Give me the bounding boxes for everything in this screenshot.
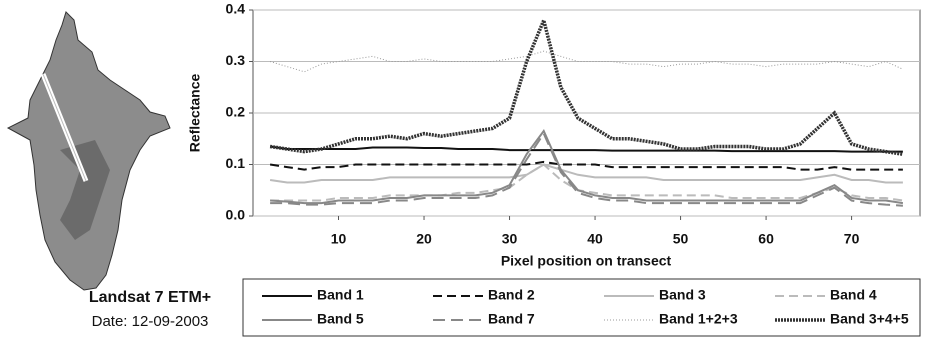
series-line [270, 20, 903, 154]
y-tick-label: 0.3 [226, 52, 246, 68]
y-tick-label: 0.2 [226, 104, 246, 120]
legend-label: Band 5 [317, 311, 364, 327]
y-tick-label: 0.4 [226, 1, 246, 17]
y-tick-label: 0.1 [226, 155, 246, 171]
legend-label: Band 3 [659, 287, 706, 303]
legend-label: Band 2 [488, 287, 535, 303]
legend-label: Band 1 [317, 287, 364, 303]
legend-label: Band 7 [488, 311, 535, 327]
x-axis-label: Pixel position on transect [501, 253, 672, 269]
series-line [270, 162, 903, 170]
x-tick-label: 60 [758, 231, 774, 247]
x-tick-label: 50 [673, 231, 689, 247]
series-line [270, 165, 903, 183]
series-line [270, 146, 903, 151]
x-tick-label: 10 [331, 231, 347, 247]
x-tick-label: 40 [587, 231, 603, 247]
x-tick-label: 70 [844, 231, 860, 247]
figure: Landsat 7 ETM+ Date: 12-09-2003 Reflecta… [0, 0, 929, 339]
y-axis-label: Reflectance [187, 73, 203, 152]
y-tick-label: 0.0 [226, 207, 246, 223]
caption-title: Landsat 7 ETM+ [89, 289, 211, 306]
legend-label: Band 1+2+3 [659, 311, 738, 327]
island-map [8, 12, 170, 290]
caption-date: Date: 12-09-2003 [92, 313, 209, 330]
x-tick-label: 20 [416, 231, 432, 247]
legend-label: Band 3+4+5 [830, 311, 909, 327]
legend-label: Band 4 [830, 287, 877, 303]
x-tick-label: 30 [502, 231, 518, 247]
series-line [270, 131, 903, 203]
